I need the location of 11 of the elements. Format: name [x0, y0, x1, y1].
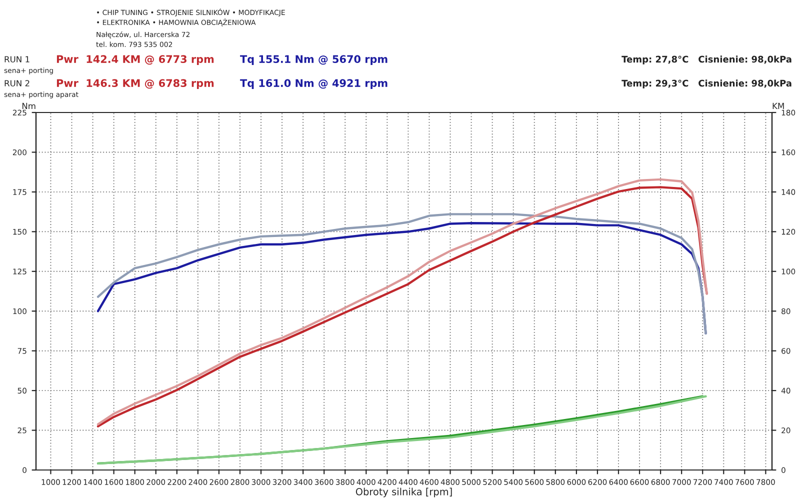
x-axis-title: Obroty silnika [rpm] [356, 488, 452, 498]
text: Pwr 146.3 KM @ 6783 rpm [56, 79, 214, 90]
y-axis-title: Nm [22, 102, 36, 109]
text: Pwr 142.4 KM @ 6773 rpm [56, 55, 214, 66]
text: Temp: 27,8°C Cisnienie: 98,0kPa [622, 56, 792, 64]
y2-axis-title: KM [772, 102, 784, 109]
text: Tq 161.0 Nm @ 4921 rpm [240, 79, 388, 90]
text: Tq 155.1 Nm @ 5670 rpm [240, 55, 388, 66]
text: RUN 2 [4, 80, 30, 86]
text: RUN 1 [4, 56, 30, 62]
text: Temp: 29,3°C Cisnienie: 98,0kPa [622, 80, 792, 88]
